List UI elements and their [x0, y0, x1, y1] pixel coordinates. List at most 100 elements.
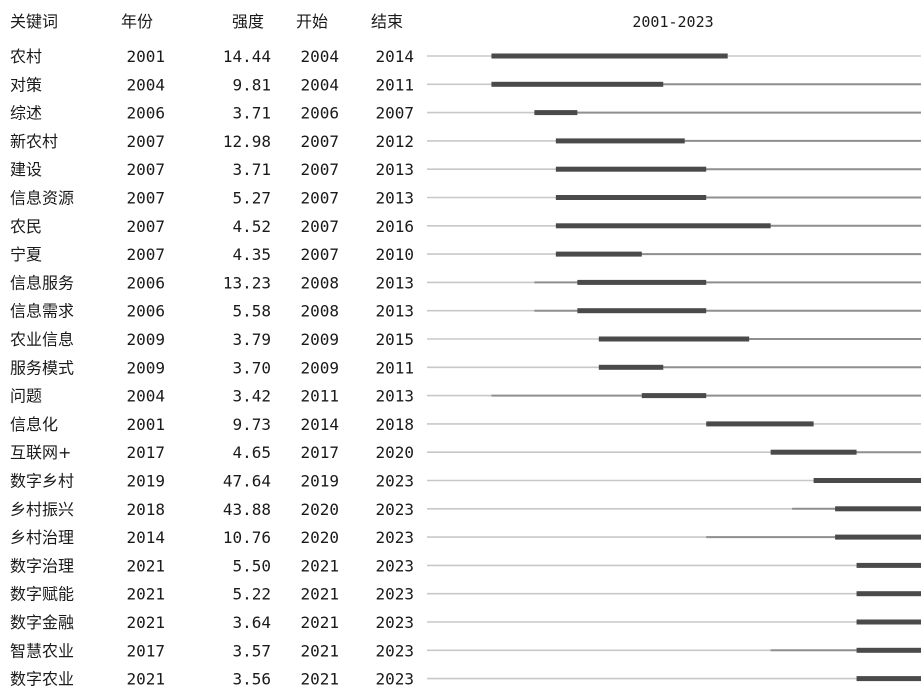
row-end: 2013 [375, 160, 414, 179]
burst-bar [770, 449, 857, 455]
row-strength: 10.76 [223, 528, 271, 547]
burst-bar [555, 166, 707, 172]
row-strength: 9.81 [232, 75, 271, 94]
row-begin: 2019 [300, 472, 339, 491]
burst-row: 新农村 2007 12.98 2007 2012 [10, 132, 921, 151]
row-year: 2021 [126, 556, 165, 575]
burst-bar [856, 591, 921, 597]
burst-row: 服务模式 2009 3.70 2009 2011 [10, 358, 921, 377]
row-strength: 13.23 [223, 273, 271, 292]
row-begin: 2007 [300, 132, 339, 151]
burst-bar [577, 279, 707, 285]
row-keyword: 综述 [10, 104, 42, 123]
row-year: 2007 [126, 132, 165, 151]
row-strength: 5.27 [232, 189, 271, 208]
row-begin: 2007 [300, 189, 339, 208]
row-keyword: 数字乡村 [10, 472, 74, 491]
burst-bar [856, 647, 921, 653]
row-end: 2015 [375, 330, 414, 349]
row-strength: 47.64 [223, 472, 271, 491]
row-year: 2019 [126, 472, 165, 491]
row-end: 2010 [375, 245, 414, 264]
row-keyword: 农村 [10, 47, 42, 66]
header-row: 关键词 年份 强度 开始 结束 2001-2023 [10, 12, 714, 31]
burst-row: 农业信息 2009 3.79 2009 2015 [10, 330, 921, 349]
row-year: 2001 [126, 415, 165, 434]
row-strength: 3.70 [232, 358, 271, 377]
row-year: 2007 [126, 160, 165, 179]
row-end: 2020 [375, 443, 414, 462]
row-strength: 3.56 [232, 670, 271, 687]
burst-row: 信息需求 2006 5.58 2008 2013 [10, 302, 921, 321]
row-end: 2013 [375, 302, 414, 321]
row-year: 2007 [126, 245, 165, 264]
row-year: 2009 [126, 358, 165, 377]
row-strength: 12.98 [223, 132, 271, 151]
burst-row: 信息化 2001 9.73 2014 2018 [10, 415, 921, 434]
row-year: 2007 [126, 189, 165, 208]
row-strength: 43.88 [223, 500, 271, 519]
row-strength: 3.42 [232, 387, 271, 406]
row-strength: 9.73 [232, 415, 271, 434]
header-year-range: 2001-2023 [632, 13, 713, 31]
row-end: 2016 [375, 217, 414, 236]
row-strength: 4.35 [232, 245, 271, 264]
row-keyword: 数字治理 [10, 556, 74, 575]
row-keyword: 对策 [10, 75, 42, 94]
row-year: 2017 [126, 641, 165, 660]
row-strength: 3.57 [232, 641, 271, 660]
header-end: 结束 [371, 12, 403, 31]
row-strength: 3.71 [232, 160, 271, 179]
burst-row: 建设 2007 3.71 2007 2013 [10, 160, 921, 179]
burst-row: 信息资源 2007 5.27 2007 2013 [10, 189, 921, 208]
burst-bar [491, 53, 728, 59]
row-begin: 2008 [300, 302, 339, 321]
row-end: 2023 [375, 670, 414, 687]
row-keyword: 农业信息 [10, 330, 74, 349]
burst-bar [813, 478, 921, 483]
row-end: 2023 [375, 500, 414, 519]
burst-row: 农村 2001 14.44 2004 2014 [10, 47, 921, 66]
row-end: 2023 [375, 556, 414, 575]
row-strength: 5.58 [232, 302, 271, 321]
burst-row: 数字农业 2021 3.56 2021 2023 [10, 670, 921, 687]
row-begin: 2021 [300, 556, 339, 575]
row-keyword: 服务模式 [10, 358, 74, 377]
burst-row: 乡村振兴 2018 43.88 2020 2023 [10, 500, 921, 519]
burst-row: 数字乡村 2019 47.64 2019 2023 [10, 472, 921, 491]
row-begin: 2004 [300, 75, 339, 94]
row-keyword: 数字赋能 [10, 585, 74, 604]
row-begin: 2007 [300, 217, 339, 236]
row-keyword: 信息服务 [10, 273, 74, 292]
burst-bar [555, 223, 771, 229]
burst-row: 宁夏 2007 4.35 2007 2010 [10, 245, 921, 264]
row-end: 2018 [375, 415, 414, 434]
burst-row: 智慧农业 2017 3.57 2021 2023 [10, 641, 921, 660]
burst-row: 数字金融 2021 3.64 2021 2023 [10, 613, 921, 632]
burst-row: 乡村治理 2014 10.76 2020 2023 [10, 528, 921, 547]
row-begin: 2009 [300, 330, 339, 349]
row-strength: 5.22 [232, 585, 271, 604]
row-end: 2023 [375, 613, 414, 632]
row-end: 2013 [375, 387, 414, 406]
row-year: 2007 [126, 217, 165, 236]
row-begin: 2017 [300, 443, 339, 462]
row-year: 2021 [126, 585, 165, 604]
row-strength: 3.79 [232, 330, 271, 349]
row-end: 2007 [375, 104, 414, 123]
burst-row: 问题 2004 3.42 2011 2013 [10, 387, 921, 406]
row-begin: 2021 [300, 670, 339, 687]
row-keyword: 信息资源 [10, 189, 74, 208]
row-begin: 2006 [300, 104, 339, 123]
row-begin: 2004 [300, 47, 339, 66]
row-end: 2012 [375, 132, 414, 151]
burst-bar [835, 506, 921, 512]
burst-row: 互联网+ 2017 4.65 2017 2020 [10, 443, 921, 462]
row-strength: 14.44 [223, 47, 271, 66]
row-year: 2004 [126, 387, 165, 406]
burst-row: 信息服务 2006 13.23 2008 2013 [10, 273, 921, 292]
row-begin: 2007 [300, 160, 339, 179]
burst-bar [577, 308, 707, 314]
row-strength: 4.52 [232, 217, 271, 236]
